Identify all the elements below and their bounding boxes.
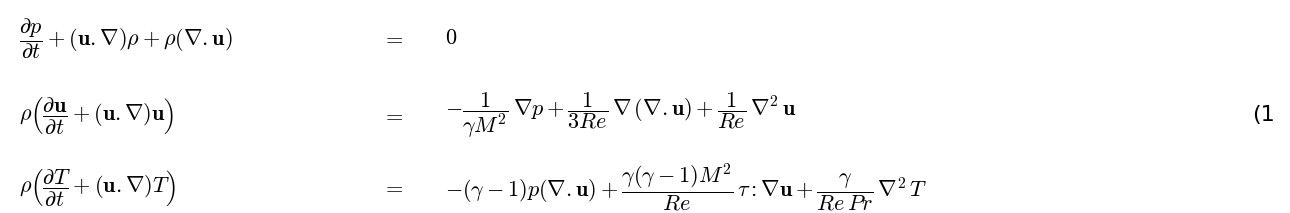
Text: $\dfrac{\partial p}{\partial t} + (\mathbf{u}.\nabla)\rho + \rho(\nabla.\mathbf{: $\dfrac{\partial p}{\partial t} + (\math… xyxy=(19,16,233,61)
Text: $=$: $=$ xyxy=(382,177,405,197)
Text: $=$: $=$ xyxy=(382,28,405,48)
Text: (1: (1 xyxy=(1251,105,1275,125)
Text: $=$: $=$ xyxy=(382,105,405,125)
Text: $0$: $0$ xyxy=(445,28,457,48)
Text: $\rho\left(\dfrac{\partial \mathbf{u}}{\partial t} + (\mathbf{u}.\nabla)\mathbf{: $\rho\left(\dfrac{\partial \mathbf{u}}{\… xyxy=(19,95,174,135)
Text: $-(\gamma - 1)p(\nabla.\mathbf{u}) + \dfrac{\gamma(\gamma-1)M^2}{Re}\,\tau:\nabl: $-(\gamma - 1)p(\nabla.\mathbf{u}) + \df… xyxy=(445,161,928,213)
Text: $\rho\left(\dfrac{\partial T}{\partial t} + (\mathbf{u}.\nabla)T\right)$: $\rho\left(\dfrac{\partial T}{\partial t… xyxy=(19,167,175,208)
Text: $-\dfrac{1}{\gamma M^2}\,\nabla p + \dfrac{1}{3Re}\,\nabla\,(\nabla.\mathbf{u}) : $-\dfrac{1}{\gamma M^2}\,\nabla p + \dfr… xyxy=(445,90,797,140)
